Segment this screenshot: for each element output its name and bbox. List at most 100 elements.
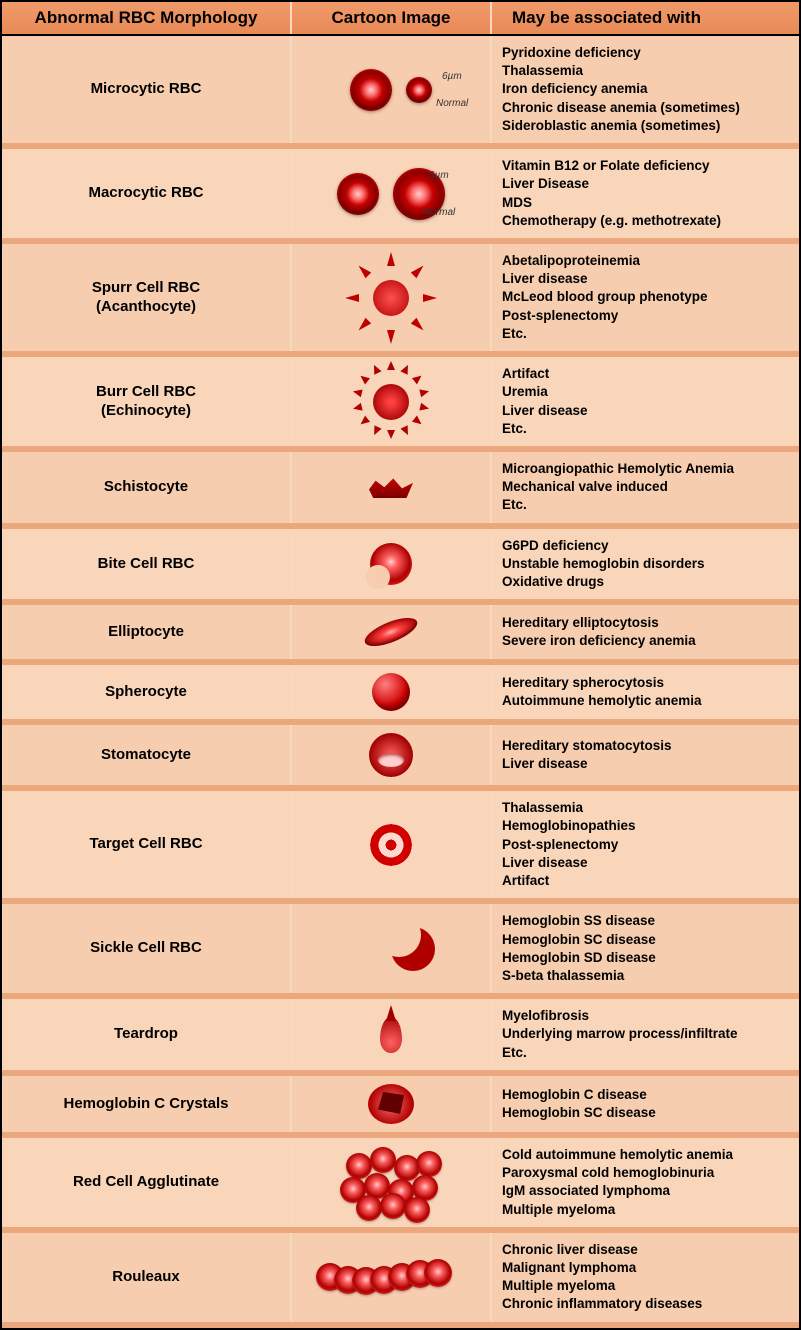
header-col-morphology: Abnormal RBC Morphology (2, 2, 292, 34)
target-icon (370, 824, 412, 866)
associations: Chronic liver diseaseMalignant lymphomaM… (492, 1233, 799, 1322)
assoc-line: Sideroblastic anemia (sometimes) (502, 117, 720, 135)
morphology-name: Stomatocyte (2, 725, 292, 785)
table-row: Stomatocyte Hereditary stomatocytosisLive… (2, 725, 799, 791)
morphology-name: Teardrop (2, 999, 292, 1070)
assoc-line: Etc. (502, 420, 527, 438)
morphology-name: Burr Cell RBC(Echinocyte) (2, 357, 292, 446)
burr-icon (370, 381, 412, 423)
table-row: Target Cell RBCThalassemiaHemoglobinopat… (2, 791, 799, 904)
assoc-line: Liver disease (502, 854, 588, 872)
header-col-image: Cartoon Image (292, 2, 492, 34)
assoc-line: Multiple myeloma (502, 1201, 615, 1219)
assoc-line: Cold autoimmune hemolytic anemia (502, 1146, 733, 1164)
morphology-name: Macrocytic RBC (2, 149, 292, 238)
assoc-line: Uremia (502, 383, 548, 401)
associations: Hemoglobin C diseaseHemoglobin SC diseas… (492, 1076, 799, 1132)
assoc-line: Microangiopathic Hemolytic Anemia (502, 460, 734, 478)
morphology-name: Bite Cell RBC (2, 529, 292, 600)
cartoon-cell (292, 725, 492, 785)
morphology-name: Spurr Cell RBC(Acanthocyte) (2, 244, 292, 351)
cartoon-cell (292, 1138, 492, 1227)
spherocyte-icon (372, 673, 410, 711)
assoc-line: Liver disease (502, 270, 588, 288)
assoc-line: Iron deficiency anemia (502, 80, 648, 98)
associations: Hereditary elliptocytosisSevere iron def… (492, 605, 799, 659)
assoc-line: Paroxysmal cold hemoglobinuria (502, 1164, 714, 1182)
associations: MyelofibrosisUnderlying marrow process/i… (492, 999, 799, 1070)
assoc-line: S-beta thalassemia (502, 967, 624, 985)
table-row: Spurr Cell RBC(Acanthocyte) Abetalipoprot… (2, 244, 799, 357)
assoc-line: Severe iron deficiency anemia (502, 632, 696, 650)
macrocytic-icon: 6µmNormal (337, 168, 445, 220)
associations: Hemoglobin SS diseaseHemoglobin SC disea… (492, 904, 799, 993)
cartoon-cell: 6µmNormal (292, 149, 492, 238)
morphology-name: Spherocyte (2, 665, 292, 719)
assoc-line: Chronic inflammatory diseases (502, 1295, 702, 1313)
assoc-line: Hereditary elliptocytosis (502, 614, 659, 632)
assoc-line: Chronic liver disease (502, 1241, 638, 1259)
assoc-line: Hereditary stomatocytosis (502, 737, 672, 755)
elliptocyte-icon (361, 612, 420, 652)
assoc-line: Post-splenectomy (502, 307, 618, 325)
associations: Pyridoxine deficiencyThalassemiaIron def… (492, 36, 799, 143)
associations: Hereditary stomatocytosisLiver disease (492, 725, 799, 785)
assoc-line: Autoimmune hemolytic anemia (502, 692, 702, 710)
table-row: Teardrop MyelofibrosisUnderlying marrow p… (2, 999, 799, 1076)
assoc-line: Artifact (502, 365, 549, 383)
associations: ArtifactUremiaLiver diseaseEtc. (492, 357, 799, 446)
assoc-line: Post-splenectomy (502, 836, 618, 854)
assoc-line: Myelofibrosis (502, 1007, 589, 1025)
stomatocyte-icon (369, 733, 413, 777)
assoc-line: Etc. (502, 325, 527, 343)
associations: Hereditary spherocytosisAutoimmune hemol… (492, 665, 799, 719)
assoc-line: Hereditary spherocytosis (502, 674, 664, 692)
schistocyte-icon (369, 476, 413, 498)
bite-icon (370, 543, 412, 585)
assoc-line: Etc. (502, 1044, 527, 1062)
table-row: Microcytic RBC6µmNormalPyridoxine defici… (2, 36, 799, 149)
associations: ThalassemiaHemoglobinopathiesPost-splene… (492, 791, 799, 898)
morphology-name: Rouleaux (2, 1233, 292, 1322)
morphology-table: Abnormal RBC Morphology Cartoon Image Ma… (0, 0, 801, 1330)
assoc-line: Abetalipoproteinemia (502, 252, 640, 270)
assoc-line: McLeod blood group phenotype (502, 288, 707, 306)
assoc-line: Vitamin B12 or Folate deficiency (502, 157, 710, 175)
cartoon-cell (292, 904, 492, 993)
assoc-line: Etc. (502, 496, 527, 514)
teardrop-icon (380, 1017, 402, 1053)
assoc-line: Liver disease (502, 402, 588, 420)
table-row: Macrocytic RBC 6µmNormal Vitamin B12 or Fo… (2, 149, 799, 244)
assoc-line: Hemoglobin SC disease (502, 931, 656, 949)
cartoon-cell (292, 605, 492, 659)
assoc-line: Hemoglobin SD disease (502, 949, 656, 967)
assoc-line: Underlying marrow process/infiltrate (502, 1025, 738, 1043)
assoc-line: Hemoglobin SC disease (502, 1104, 656, 1122)
associations: AbetalipoproteinemiaLiver diseaseMcLeod … (492, 244, 799, 351)
assoc-line: Artifact (502, 872, 549, 890)
morphology-name: Red Cell Agglutinate (2, 1138, 292, 1227)
cartoon-cell (292, 529, 492, 600)
assoc-line: Hemoglobin SS disease (502, 912, 655, 930)
table-row: SchistocyteMicroangiopathic Hemolytic An… (2, 452, 799, 529)
rouleaux-icon (316, 1257, 466, 1297)
table-row: ElliptocyteHereditary elliptocytosisSeve… (2, 605, 799, 665)
assoc-line: Liver Disease (502, 175, 589, 193)
assoc-line: MDS (502, 194, 532, 212)
table-row: Spherocyte Hereditary spherocytosisAutoim… (2, 665, 799, 725)
cartoon-cell (292, 665, 492, 719)
morphology-name: Sickle Cell RBC (2, 904, 292, 993)
cartoon-cell (292, 357, 492, 446)
cartoon-cell (292, 1233, 492, 1322)
assoc-line: Chronic disease anemia (sometimes) (502, 99, 740, 117)
hbc-icon (368, 1084, 414, 1124)
cartoon-cell (292, 452, 492, 523)
associations: Vitamin B12 or Folate deficiencyLiver Di… (492, 149, 799, 238)
assoc-line: Multiple myeloma (502, 1277, 615, 1295)
cartoon-cell (292, 1076, 492, 1132)
sickle-icon (369, 927, 413, 971)
table-header: Abnormal RBC Morphology Cartoon Image Ma… (2, 2, 799, 36)
cartoon-cell (292, 999, 492, 1070)
assoc-line: Chemotherapy (e.g. methotrexate) (502, 212, 721, 230)
assoc-line: Thalassemia (502, 799, 583, 817)
